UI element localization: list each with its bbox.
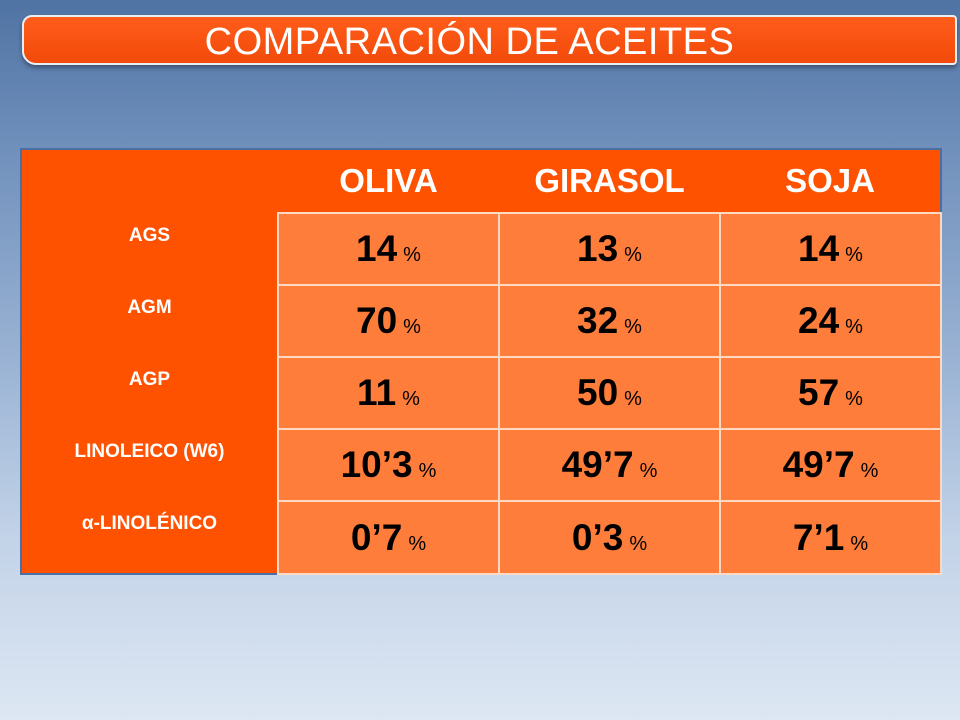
row-label-agp: AGP	[21, 357, 278, 429]
title-banner: COMPARACIÓN DE ACEITES	[22, 15, 957, 65]
cell-unit: %	[639, 460, 658, 482]
cell-unit: %	[403, 316, 421, 338]
cell-agm-girasol: 32%	[498, 284, 721, 358]
cell-value: 70	[356, 300, 398, 341]
cell-value: 14	[356, 228, 398, 269]
table-header-row: OLIVA GIRASOL SOJA	[21, 149, 941, 213]
cell-agp-girasol: 50%	[498, 356, 721, 430]
cell-unit: %	[845, 388, 863, 410]
row-label-ags: AGS	[21, 213, 278, 285]
table-row: α-LINOLÉNICO 0’7% 0’3% 7’1%	[21, 500, 942, 575]
cell-linoleico-girasol: 49’7%	[498, 428, 721, 502]
cell-unit: %	[629, 532, 648, 555]
cell-agm-soja: 24%	[719, 284, 942, 358]
column-header-soja: SOJA	[720, 149, 941, 213]
cell-unit: %	[418, 460, 437, 482]
cell-linolenico-soja: 7’1%	[719, 500, 942, 575]
cell-value: 14	[798, 228, 840, 269]
cell-unit: %	[624, 244, 642, 266]
cell-ags-soja: 14%	[719, 212, 942, 286]
cell-agp-soja: 57%	[719, 356, 942, 430]
table-row: AGP 11% 50% 57%	[21, 356, 942, 430]
row-label-alfa-linolenico: α-LINOLÉNICO	[21, 501, 278, 574]
cell-unit: %	[845, 316, 863, 338]
cell-linoleico-soja: 49’7%	[719, 428, 942, 502]
comparison-table: OLIVA GIRASOL SOJA AGS 14% 13% 14% AGM 7…	[20, 148, 942, 575]
cell-value: 11	[357, 372, 397, 413]
cell-agm-oliva: 70%	[277, 284, 500, 358]
cell-value: 49’7	[561, 444, 634, 485]
slide-title: COMPARACIÓN DE ACEITES	[204, 21, 735, 63]
cell-value: 32	[577, 300, 619, 341]
cell-unit: %	[624, 316, 642, 338]
cell-value: 57	[798, 372, 840, 413]
cell-value: 10’3	[340, 444, 413, 485]
header-corner	[21, 149, 278, 213]
column-header-girasol: GIRASOL	[499, 149, 720, 213]
cell-unit: %	[860, 460, 879, 482]
cell-unit: %	[624, 388, 642, 410]
column-header-oliva: OLIVA	[278, 149, 499, 213]
cell-unit: %	[403, 244, 421, 266]
cell-value: 0’3	[571, 516, 624, 558]
cell-value: 24	[798, 300, 840, 341]
cell-value: 0’7	[350, 516, 403, 558]
cell-linolenico-oliva: 0’7%	[277, 500, 500, 575]
cell-unit: %	[408, 532, 427, 555]
cell-value: 13	[577, 228, 619, 269]
cell-value: 7’1	[792, 516, 845, 558]
row-label-linoleico: LINOLEICO (W6)	[21, 429, 278, 501]
table-row: LINOLEICO (W6) 10’3% 49’7% 49’7%	[21, 428, 942, 502]
cell-value: 50	[577, 372, 619, 413]
cell-unit: %	[402, 388, 420, 410]
cell-linoleico-oliva: 10’3%	[277, 428, 500, 502]
cell-agp-oliva: 11%	[277, 356, 500, 430]
cell-value: 49’7	[782, 444, 855, 485]
table-row: AGS 14% 13% 14%	[21, 212, 942, 286]
cell-linolenico-girasol: 0’3%	[498, 500, 721, 575]
row-label-agm: AGM	[21, 285, 278, 357]
cell-unit: %	[850, 532, 869, 555]
cell-ags-girasol: 13%	[498, 212, 721, 286]
cell-ags-oliva: 14%	[277, 212, 500, 286]
table-row: AGM 70% 32% 24%	[21, 284, 942, 358]
cell-unit: %	[845, 244, 863, 266]
